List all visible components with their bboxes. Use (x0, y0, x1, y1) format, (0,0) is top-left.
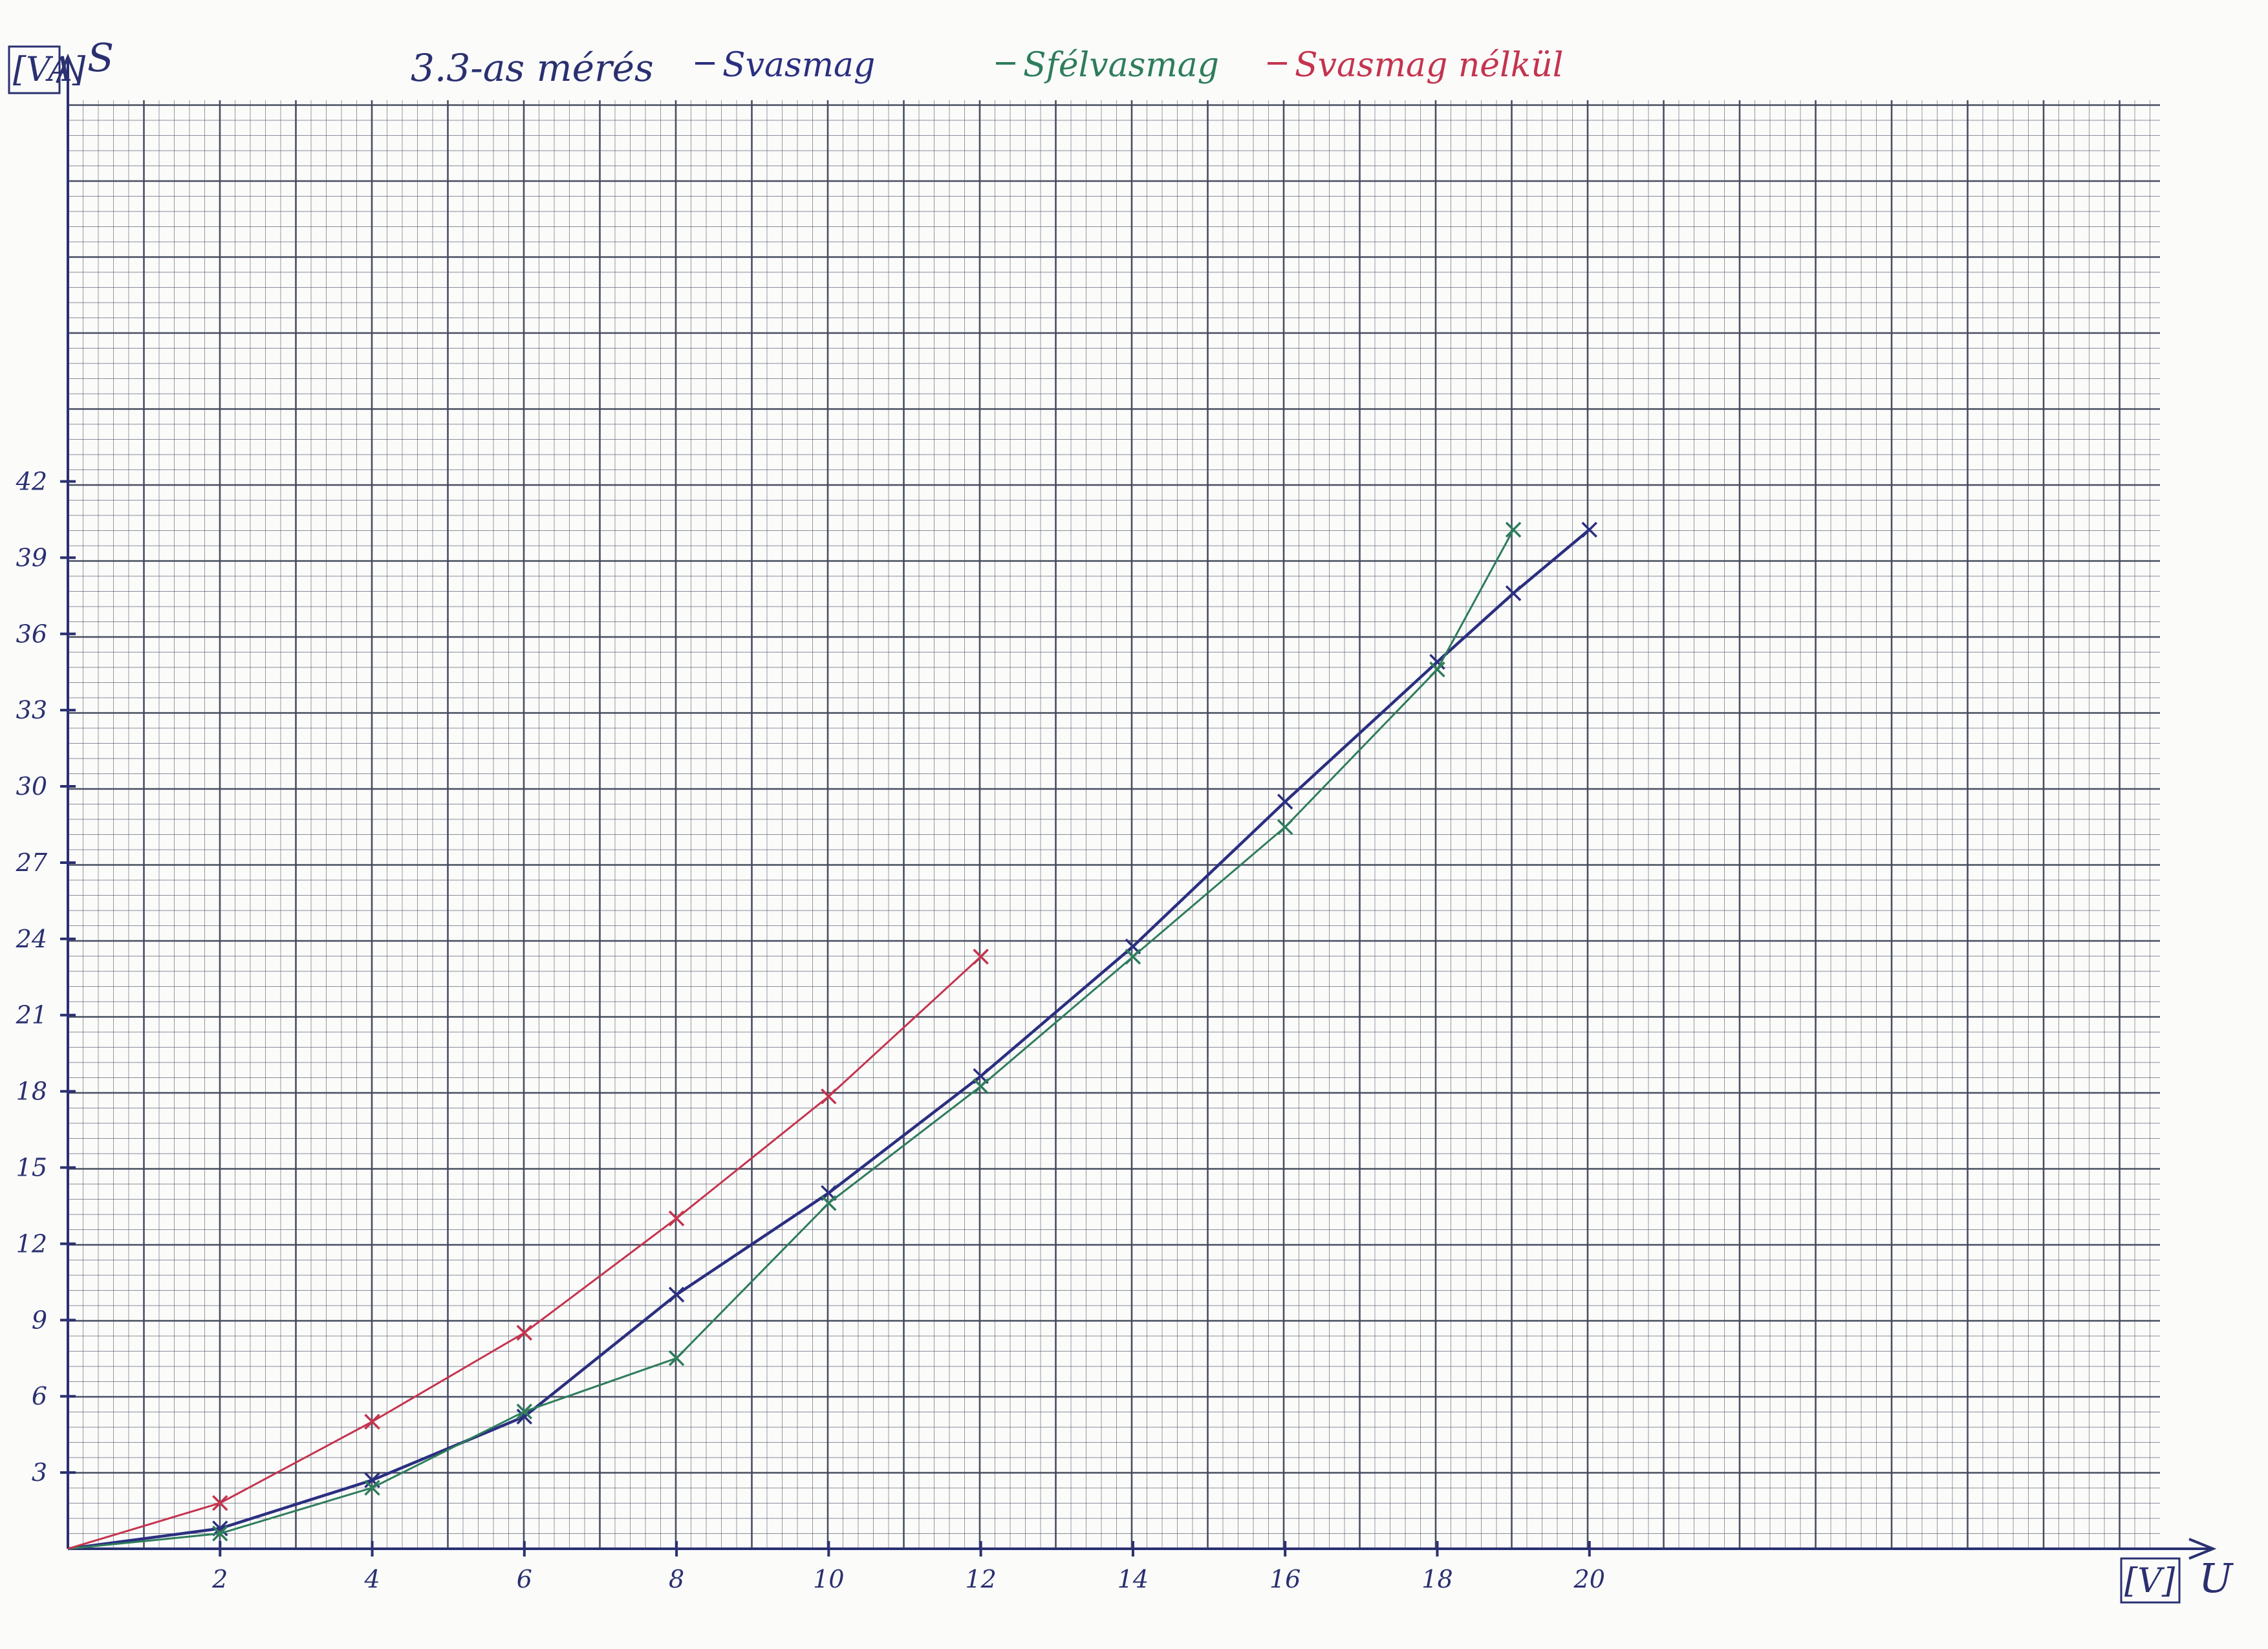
y-tick-label: 6 (32, 1382, 47, 1410)
data-point-marker (668, 1286, 685, 1303)
legend-label: Svasmag (722, 46, 875, 85)
data-point-marker (821, 1195, 837, 1211)
y-tick-label: 9 (32, 1306, 47, 1334)
x-tick-label: 14 (1118, 1565, 1149, 1593)
data-point-marker (1125, 949, 1141, 965)
data-point-marker (516, 1403, 533, 1420)
data-point-marker (668, 1350, 685, 1366)
y-tick-label: 30 (16, 772, 47, 801)
y-tick-label: 12 (16, 1229, 47, 1258)
data-point-marker (364, 1480, 380, 1496)
series-lines (67, 521, 1597, 1551)
series-line-1 (67, 528, 1591, 1551)
chart-title: 3.3-as mérés (411, 46, 654, 90)
x-axis-label: U (2199, 1555, 2234, 1602)
data-point-marker (1505, 585, 1522, 601)
y-tick-label: 24 (16, 925, 47, 953)
y-tick-label: 36 (16, 620, 47, 648)
axis-labels: 3.3-as mérés [VA] S [V] U 2 4 6 8 10 12 14 16 18… (13, 36, 2234, 1602)
y-tick-label: 21 (16, 1001, 47, 1029)
data-point-marker (516, 1324, 533, 1341)
x-tick-label: 18 (1421, 1565, 1453, 1593)
data-point-marker (1505, 521, 1522, 538)
y-unit-box (8, 45, 61, 94)
x-tick-label: 6 (517, 1565, 532, 1593)
y-axis-label: S (87, 36, 114, 81)
data-point-marker (1581, 521, 1597, 538)
legend: Svasmag Sfélvasmag Svasmag nélkül (695, 46, 1563, 85)
y-tick-label: 27 (16, 848, 48, 877)
x-unit-box (2120, 1557, 2181, 1604)
x-axis-unit: [V] (2124, 1562, 2176, 1600)
y-tick-label: 39 (16, 543, 47, 572)
x-tick-label: 10 (813, 1565, 844, 1593)
data-point-marker (668, 1210, 685, 1227)
legend-label: Svasmag nélkül (1295, 46, 1563, 85)
data-point-marker (212, 1495, 228, 1511)
legend-label: Sfélvasmag (1023, 46, 1219, 85)
data-point-marker (1429, 662, 1445, 678)
data-point-marker (1277, 793, 1293, 810)
data-point-marker (364, 1414, 380, 1430)
data-point-marker (212, 1525, 228, 1542)
x-tick-label: 12 (965, 1565, 996, 1593)
data-point-marker (821, 1088, 837, 1105)
data-point-marker (973, 949, 989, 965)
x-axis-arrow (2188, 1538, 2217, 1560)
data-point-marker (1429, 654, 1445, 670)
x-tick-label: 2 (211, 1565, 228, 1593)
data-point-marker (973, 1078, 989, 1095)
y-axis-arrow (56, 53, 80, 83)
y-tick-label: 15 (16, 1154, 47, 1182)
y-tick-label: 3 (32, 1458, 47, 1487)
x-tick-label: 20 (1573, 1565, 1605, 1593)
y-tick-label: 33 (16, 696, 47, 724)
x-tick-label: 16 (1269, 1565, 1301, 1593)
x-tick-label: 8 (669, 1565, 684, 1593)
data-point-marker (1277, 819, 1293, 835)
y-axis-unit: [VA] (13, 50, 86, 89)
y-tick-label: 42 (16, 467, 47, 495)
x-tick-label: 4 (363, 1565, 380, 1593)
grid (67, 100, 2160, 1550)
data-point-marker (516, 1408, 533, 1425)
axes (8, 45, 2217, 1604)
y-tick-label: 18 (16, 1077, 47, 1106)
